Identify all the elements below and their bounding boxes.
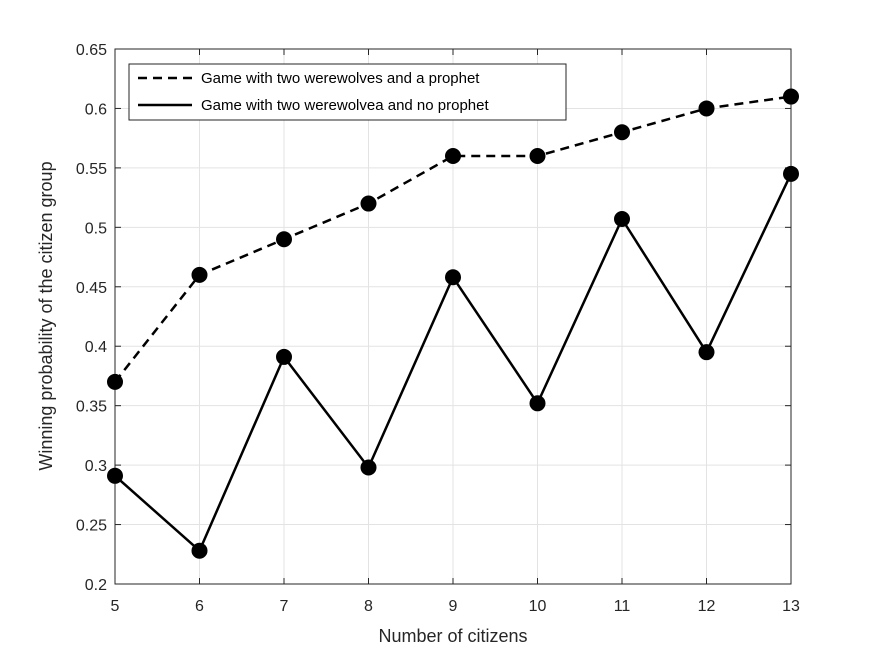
data-point-no-prophet	[360, 459, 377, 476]
data-point-with-prophet	[445, 148, 461, 164]
x-tick-label: 5	[111, 598, 120, 615]
series-line-with-prophet	[114, 95, 792, 383]
y-tick-label: 0.25	[76, 518, 107, 535]
data-point-no-prophet	[276, 348, 292, 365]
series-no-prophet	[107, 165, 799, 559]
data-point-with-prophet	[529, 148, 546, 164]
data-point-no-prophet	[783, 165, 799, 182]
x-tick-label: 8	[364, 598, 373, 615]
data-point-no-prophet	[191, 542, 208, 559]
data-point-with-prophet	[276, 231, 292, 248]
legend-box	[128, 63, 567, 121]
y-tick-label: 0.3	[85, 458, 107, 475]
y-tick-label: 0.5	[85, 220, 107, 237]
x-tick-label: 11	[614, 598, 631, 615]
data-point-no-prophet	[698, 344, 715, 361]
y-tick-label: 0.6	[85, 101, 107, 118]
data-point-no-prophet	[614, 211, 630, 228]
data-point-with-prophet	[107, 373, 123, 390]
y-tick-label: 0.35	[76, 399, 107, 416]
data-point-no-prophet	[107, 467, 123, 484]
axis-ticks: 5 6 7 8 9 10 11 12 13 0.2 0.25 0.3 0.35 0.4 0.45 0.5 0.5…	[76, 42, 800, 615]
series-with-prophet	[107, 88, 799, 390]
x-tick-label: 13	[782, 598, 800, 615]
x-tick-label: 6	[195, 598, 204, 615]
x-tick-label: 10	[529, 598, 547, 615]
y-tick-label: 0.55	[76, 161, 107, 178]
data-point-with-prophet	[191, 266, 208, 283]
y-tick-label: 0.4	[85, 339, 107, 356]
series-layer	[107, 88, 799, 559]
legend: Game with two werewolves and a prophet G…	[128, 63, 567, 121]
data-point-with-prophet	[614, 124, 630, 141]
data-point-with-prophet	[360, 195, 377, 212]
x-tick-label: 12	[698, 598, 716, 615]
data-point-with-prophet	[783, 88, 799, 105]
legend-label-no-prophet: Game with two werewolvea and no prophet	[201, 97, 489, 114]
y-tick-label: 0.65	[76, 42, 107, 59]
x-axis-label: Number of citizens	[378, 626, 527, 646]
y-tick-label: 0.2	[85, 577, 107, 594]
legend-label-with-prophet: Game with two werewolves and a prophet	[201, 70, 480, 87]
data-point-with-prophet	[698, 100, 715, 117]
y-axis-label: Winning probability of the citizen group	[36, 161, 56, 470]
data-point-no-prophet	[445, 269, 461, 286]
x-tick-label: 7	[280, 598, 289, 615]
data-point-no-prophet	[529, 395, 546, 412]
x-tick-label: 9	[449, 598, 458, 615]
y-tick-label: 0.45	[76, 280, 107, 297]
